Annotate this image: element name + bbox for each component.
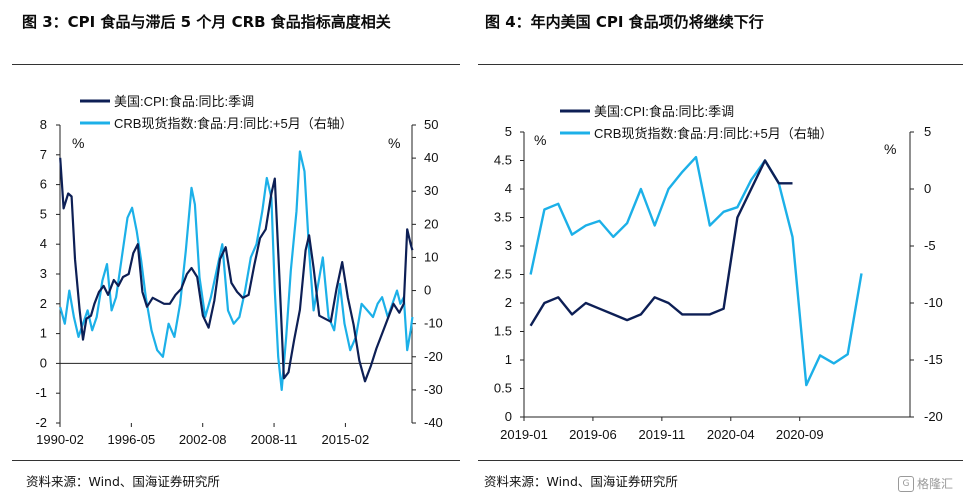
- y-left-tick-label: 0: [505, 409, 512, 424]
- x-tick-label: 2020-04: [707, 427, 755, 442]
- y-left-tick-label: -2: [35, 415, 47, 430]
- gelonghui-logo-icon: G: [898, 475, 914, 492]
- y-right-tick-label: 30: [424, 183, 438, 198]
- y-left-tick-label: 3.5: [494, 210, 512, 225]
- y-right-unit: %: [884, 141, 896, 157]
- x-tick-label: 2019-11: [638, 427, 685, 442]
- source-note-left: 资料来源：Wind、国海证券研究所: [26, 474, 220, 489]
- y-left-tick-label: 7: [40, 147, 47, 162]
- y-right-tick-label: -20: [924, 409, 943, 424]
- y-left-tick-label: 5: [505, 124, 512, 139]
- y-left-tick-label: -1: [35, 385, 47, 400]
- y-right-tick-label: 50: [424, 117, 438, 132]
- x-tick-label: 1990-02: [36, 432, 84, 447]
- series-line-1: [529, 159, 793, 327]
- y-left-tick-label: 6: [40, 177, 47, 192]
- y-right-tick-label: 0: [424, 283, 431, 298]
- y-left-tick-label: 3: [40, 266, 47, 281]
- y-left-tick-label: 4: [40, 236, 47, 251]
- legend-label: 美国:CPI:食品:同比:季调: [594, 104, 734, 119]
- y-left-tick-label: 4.5: [494, 153, 512, 168]
- top-rule-left: [12, 64, 460, 65]
- y-left-tick-label: 1.5: [494, 324, 512, 339]
- y-left-tick-label: 5: [40, 206, 47, 221]
- bottom-rule-left: [12, 460, 460, 461]
- y-right-unit: %: [388, 135, 400, 151]
- y-left-tick-label: 1: [40, 326, 47, 341]
- figure-3-title: 图 3：CPI 食品与滞后 5 个月 CRB 食品指标高度相关: [22, 13, 391, 31]
- y-right-tick-label: 5: [924, 124, 931, 139]
- y-left-tick-label: 8: [40, 117, 47, 132]
- x-tick-label: 2015-02: [322, 432, 370, 447]
- y-left-tick-label: 0.5: [494, 381, 512, 396]
- series-line-2: [59, 150, 414, 391]
- y-right-tick-label: 10: [424, 249, 438, 264]
- legend-label: CRB现货指数:食品:月:同比:+5月（右轴）: [594, 126, 833, 141]
- x-tick-label: 2008-11: [251, 432, 298, 447]
- watermark: G 格隆汇: [898, 475, 953, 492]
- y-left-tick-label: 2.5: [494, 267, 512, 282]
- x-tick-label: 1996-05: [107, 432, 155, 447]
- series-line-2: [529, 155, 863, 387]
- y-right-tick-label: 40: [424, 150, 438, 165]
- legend-label: CRB现货指数:食品:月:同比:+5月（右轴）: [114, 116, 353, 131]
- x-tick-label: 2019-01: [500, 427, 548, 442]
- x-tick-label: 2020-09: [776, 427, 824, 442]
- y-right-tick-label: 20: [424, 216, 438, 231]
- y-right-tick-label: -40: [424, 415, 443, 430]
- y-left-tick-label: 2: [40, 296, 47, 311]
- y-left-unit: %: [72, 135, 84, 151]
- y-right-tick-label: 0: [924, 181, 931, 196]
- y-left-tick-label: 0: [40, 355, 47, 370]
- figure-4-title: 图 4：年内美国 CPI 食品项仍将继续下行: [485, 13, 764, 31]
- y-left-tick-label: 2: [505, 295, 512, 310]
- watermark-text: 格隆汇: [917, 477, 954, 491]
- y-right-tick-label: -10: [424, 316, 443, 331]
- legend-label: 美国:CPI:食品:同比:季调: [114, 94, 254, 109]
- series-line-1: [59, 157, 414, 383]
- y-right-tick-label: -5: [924, 238, 936, 253]
- y-right-tick-label: -30: [424, 382, 443, 397]
- y-right-tick-label: -10: [924, 295, 943, 310]
- top-rule-right: [478, 64, 963, 65]
- y-left-tick-label: 1: [505, 352, 512, 367]
- y-left-tick-label: 3: [505, 238, 512, 253]
- bottom-rule-right: [478, 460, 963, 461]
- y-right-tick-label: -20: [424, 349, 443, 364]
- source-note-right: 资料来源：Wind、国海证券研究所: [484, 474, 678, 489]
- x-tick-label: 2019-06: [569, 427, 617, 442]
- y-left-tick-label: 4: [505, 181, 512, 196]
- y-right-tick-label: -15: [924, 352, 943, 367]
- y-left-unit: %: [534, 132, 546, 148]
- x-tick-label: 2002-08: [179, 432, 227, 447]
